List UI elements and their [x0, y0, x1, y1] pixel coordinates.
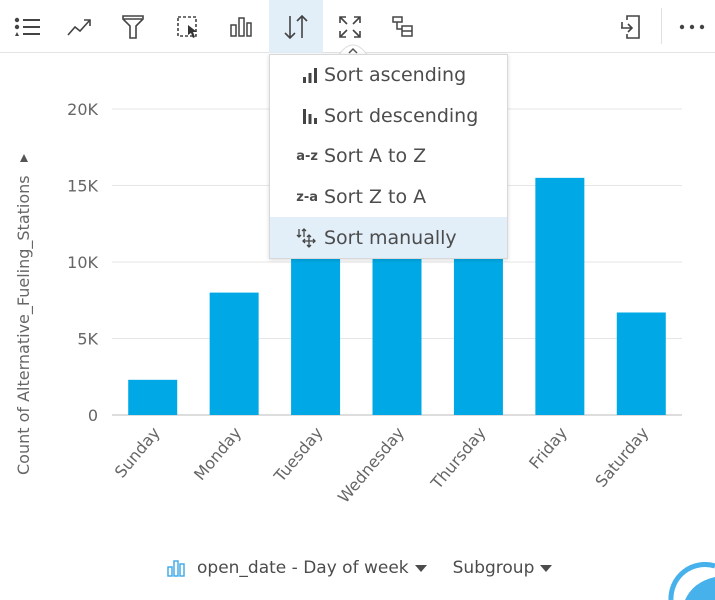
x-tick-label: Monday — [190, 423, 245, 484]
flip-card-button[interactable] — [376, 0, 430, 53]
menu-item-label: Sort A to Z — [324, 145, 427, 168]
menu-item-label: Sort descending — [324, 104, 479, 127]
y-tick-label: 10K — [67, 253, 98, 272]
subgroup-dropdown[interactable]: Subgroup — [453, 558, 553, 578]
y-axis-label: Count of Alternative_Fueling_Stations — [14, 175, 34, 475]
x-tick-label: Friday — [525, 423, 571, 472]
x-tick-label: Tuesday — [270, 423, 327, 486]
export-button[interactable] — [604, 0, 658, 53]
sort-descending-icon — [303, 108, 317, 124]
caret-down-icon — [540, 564, 553, 572]
sort-icon — [284, 14, 308, 39]
filter-icon — [122, 14, 144, 39]
bar-friday — [535, 177, 585, 415]
chart-type-icon — [230, 16, 252, 37]
y-tick-label: 20K — [67, 100, 98, 119]
maximize-icon — [339, 15, 361, 38]
export-icon — [621, 14, 640, 39]
logo-icon — [668, 562, 715, 600]
more-icon — [679, 24, 705, 29]
selection-icon — [177, 15, 197, 38]
x-tick-label: Saturday — [591, 423, 652, 490]
bar-monday — [209, 292, 259, 415]
menu-item-sort-a-to-z[interactable]: a-z Sort A to Z — [270, 136, 507, 177]
sort-z-a-icon: z-a — [296, 189, 318, 205]
menu-caret — [338, 44, 368, 56]
y-tick-label: 0 — [88, 406, 98, 425]
x-tick-label: Sunday — [111, 423, 164, 481]
chart-type-button[interactable] — [214, 0, 268, 53]
sort-a-z-icon: a-z — [296, 148, 318, 164]
x-axis-field-dropdown[interactable]: open_date - Day of week — [167, 558, 427, 578]
legend-button[interactable] — [0, 0, 54, 53]
subgroup-label: Subgroup — [452, 558, 535, 578]
toolbar-divider — [661, 8, 662, 44]
menu-item-sort-ascending[interactable]: Sort ascending — [270, 55, 507, 96]
trend-icon — [67, 18, 91, 36]
trend-button[interactable] — [53, 0, 107, 53]
caret-down-icon — [414, 564, 427, 572]
bar-saturday — [616, 312, 666, 415]
flip-card-icon — [392, 15, 413, 37]
x-tick-label: Thursday — [426, 423, 489, 493]
filter-button[interactable] — [106, 0, 160, 53]
sort-menu: Sort ascending Sort descending a-z Sort A t… — [269, 54, 508, 259]
maximize-button[interactable] — [323, 0, 377, 53]
menu-item-label: Sort manually — [324, 226, 457, 249]
y-axis-dropdown-icon[interactable] — [20, 154, 28, 162]
bar-chart-icon — [167, 560, 185, 577]
sort-ascending-icon — [303, 68, 317, 84]
menu-item-sort-z-to-a[interactable]: z-a Sort Z to A — [270, 177, 507, 218]
chart-footer: open_date - Day of week Subgroup — [167, 556, 578, 580]
more-button[interactable] — [665, 0, 715, 53]
selection-button[interactable] — [161, 0, 215, 53]
menu-item-label: Sort ascending — [324, 64, 467, 87]
sort-button[interactable] — [269, 0, 323, 53]
y-tick-label: 5K — [77, 330, 98, 349]
menu-item-sort-manually[interactable]: Sort manually — [270, 217, 507, 258]
menu-item-sort-descending[interactable]: Sort descending — [270, 96, 507, 137]
x-tick-label: Wednesday — [334, 423, 408, 506]
legend-icon — [14, 17, 40, 36]
menu-item-label: Sort Z to A — [324, 186, 427, 209]
y-tick-label: 15K — [67, 177, 98, 196]
x-axis-field-label: open_date - Day of week — [197, 558, 409, 578]
bar-sunday — [128, 379, 178, 415]
sort-manual-icon — [296, 227, 316, 248]
